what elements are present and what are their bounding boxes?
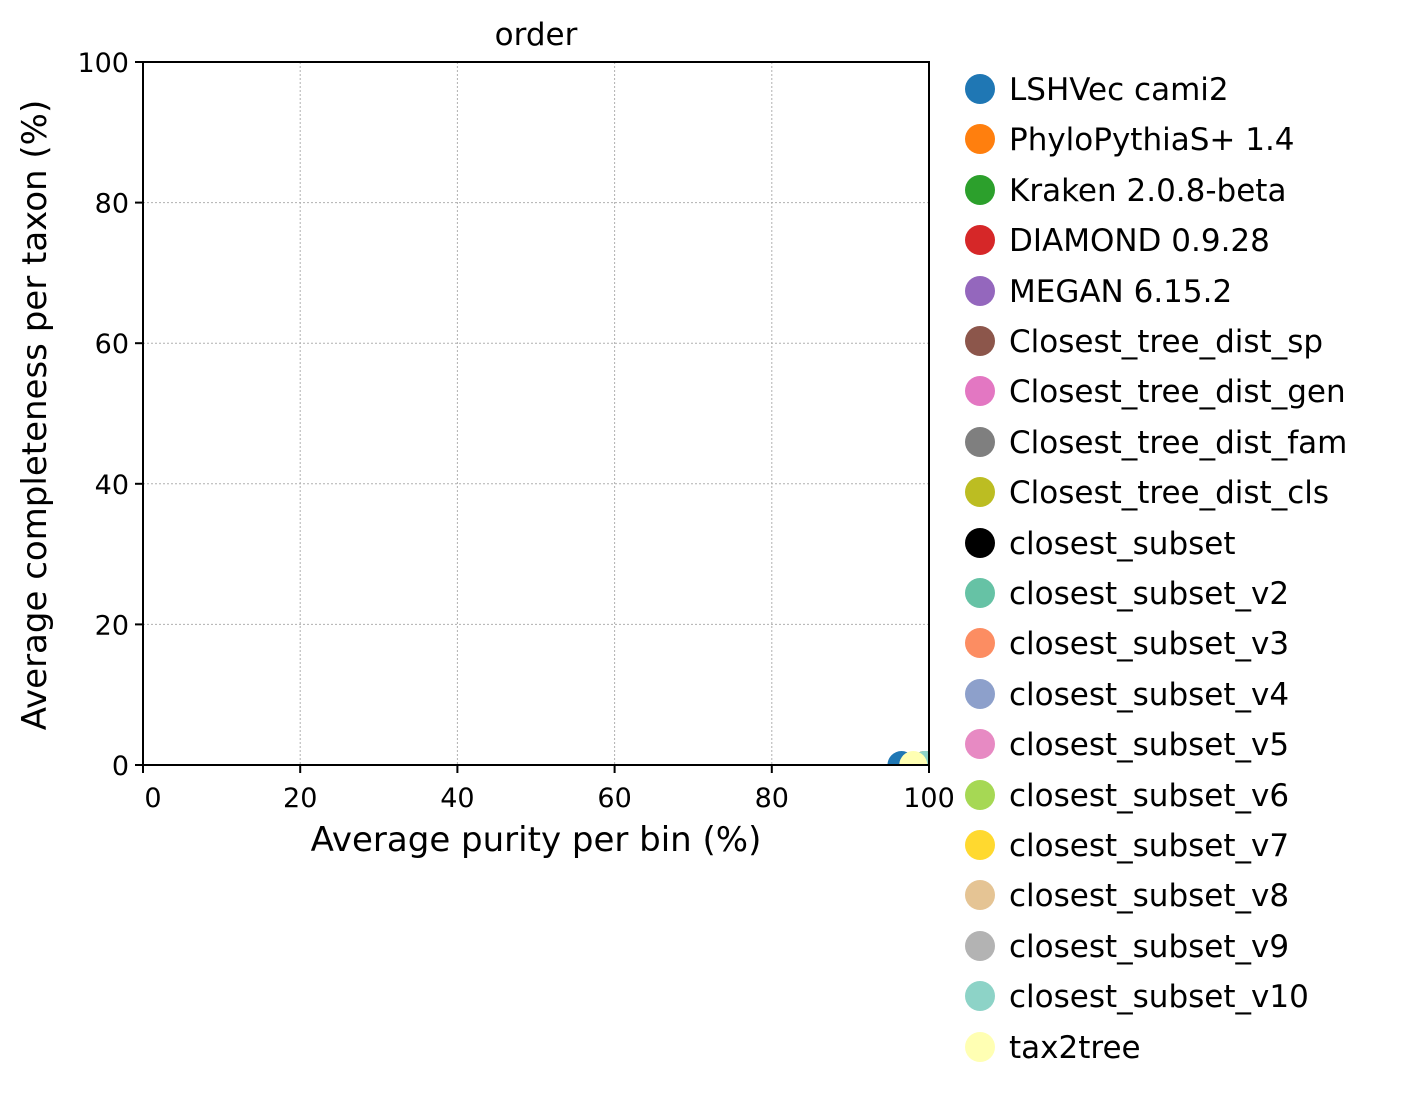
legend-label: closest_subset_v8 [1009,878,1290,915]
legend-swatch [965,729,995,760]
legend-label: Kraken 2.0.8-beta [1009,172,1287,209]
legend-swatch [965,830,995,860]
legend-swatch [965,74,995,104]
y-tick-label: 20 [95,610,129,641]
legend-label: closest_subset [1009,525,1236,562]
legend-label: closest_subset_v7 [1009,828,1290,864]
legend-swatch [965,880,995,911]
legend-label: PhyloPythiaS+ 1.4 [1009,122,1295,159]
x-tick-label: 100 [903,783,955,814]
legend-swatch [965,578,995,608]
legend-label: tax2tree [1009,1029,1141,1066]
y-tick-label: 0 [112,751,129,782]
legend-label: Closest_tree_dist_cls [1009,475,1330,512]
legend-label: closest_subset_v5 [1009,727,1290,764]
grid-lines [142,61,930,766]
y-tick-label: 100 [77,48,129,79]
legend-label: Closest_tree_dist_fam [1009,424,1348,461]
y-tick-label: 60 [95,329,129,360]
data-points [887,751,929,765]
legend-label: MEGAN 6.15.2 [1009,273,1233,310]
x-axis-label: Average purity per bin (%) [311,820,762,860]
legend-swatch [965,981,995,1012]
chart-title: order [495,17,578,53]
legend-swatch [965,174,995,205]
legend-swatch [965,225,995,256]
legend-swatch [965,930,995,961]
y-axis-ticks: 0 20 40 60 80 100 [77,48,143,782]
legend-label: Closest_tree_dist_gen [1009,374,1346,411]
legend-swatch [965,376,995,407]
legend-label: closest_subset_v9 [1009,928,1290,965]
plot-frame [142,61,930,766]
x-tick-label: 0 [144,783,161,814]
legend-swatch [965,678,995,709]
legend-label: closest_subset_v10 [1009,979,1309,1016]
x-tick-label: 40 [440,783,474,814]
legend-label: closest_subset_v3 [1009,626,1290,663]
legend-swatch [965,326,995,356]
x-tick-label: 20 [283,783,317,814]
legend-label: DIAMOND 0.9.28 [1009,223,1270,260]
x-axis-ticks: 0 20 40 60 80 100 [142,765,955,814]
legend-swatch [965,628,995,659]
legend-label: closest_subset_v4 [1009,676,1290,713]
legend-swatch [965,527,995,558]
legend-swatch [965,426,995,457]
legend-label: closest_subset_v2 [1009,576,1290,612]
legend-swatch [965,124,995,155]
legend-swatch [965,275,995,306]
legend-swatch [965,779,995,810]
legend-swatch [965,1031,995,1062]
data-point [899,751,928,765]
y-tick-label: 40 [95,470,129,501]
x-tick-label: 80 [755,783,789,814]
legend-label: LSHVec cami2 [1009,72,1229,108]
y-axis-label: Average completeness per taxon (%) [15,100,55,730]
legend-swatch [965,477,995,508]
x-tick-label: 60 [597,783,631,814]
y-tick-label: 80 [95,189,129,220]
legend-label: closest_subset_v6 [1009,777,1290,814]
legend-label: Closest_tree_dist_sp [1009,324,1324,360]
